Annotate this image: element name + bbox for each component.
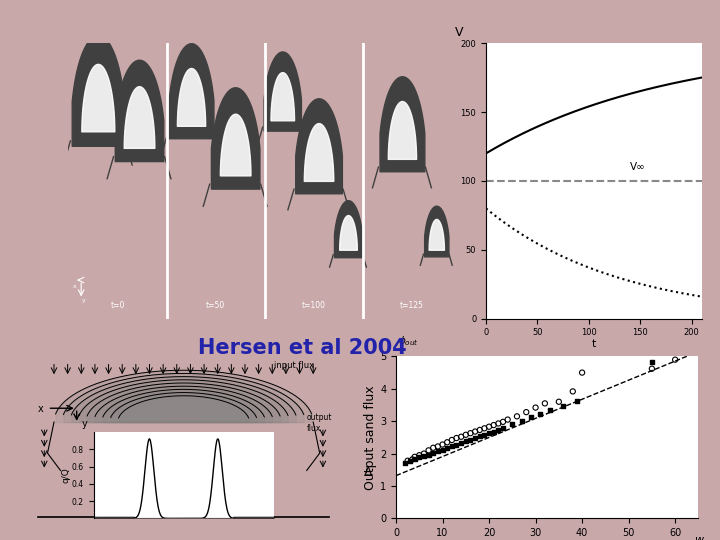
Point [572,397,583,406]
Point [516,416,527,425]
Point [428,449,439,457]
Point [483,422,495,431]
Y-axis label: q/Q: q/Q [61,467,71,483]
Point [567,387,579,396]
Point [492,419,504,428]
Point [530,403,541,412]
Point [539,399,551,408]
Point [432,447,444,455]
Y-axis label: Output sand flux: Output sand flux [364,385,377,490]
Point [455,439,467,448]
Point [451,441,462,449]
Point [460,437,472,445]
Point [404,456,415,465]
Point [413,451,425,460]
Point [464,435,476,444]
Point [474,432,485,441]
Point [418,449,430,458]
Point [498,417,509,426]
Point [418,452,430,461]
Text: w: w [694,535,703,540]
Point [402,456,413,465]
Text: output
flux: output flux [307,413,332,433]
Point [455,433,467,441]
Point [479,430,490,439]
Point [502,415,513,424]
Text: t=100: t=100 [302,301,325,310]
Point [498,424,509,433]
Point [492,426,504,434]
Point [460,430,472,439]
Point [428,443,439,452]
Point [507,420,518,429]
Text: $\Delta$: $\Delta$ [363,465,373,478]
Point [409,453,420,461]
Point [446,436,458,444]
Point [432,442,444,451]
Text: V∞: V∞ [630,162,646,172]
Point [423,446,434,455]
Point [488,427,500,436]
Text: $\phi_{out}$: $\phi_{out}$ [398,334,419,348]
Point [483,429,495,437]
X-axis label: t: t [592,339,596,349]
Text: x: x [72,284,76,289]
Text: V: V [455,26,464,39]
Point [576,368,588,377]
Point [553,397,564,406]
Point [479,424,490,433]
Point [525,413,536,422]
Point [446,442,458,451]
Point [469,427,481,436]
Point [469,434,481,442]
Point [451,434,462,442]
Text: x: x [37,404,43,414]
Point [488,421,500,429]
Point [534,410,546,418]
Point [441,438,453,447]
Point [646,358,657,367]
Point [474,426,485,434]
Point [558,401,570,410]
Point [521,408,532,416]
Point [646,364,657,373]
Point [409,455,420,464]
Text: t=50: t=50 [206,301,225,310]
Text: Hersen et al 2004: Hersen et al 2004 [198,338,407,359]
Point [437,446,449,454]
Text: y: y [82,298,86,303]
Point [400,458,411,467]
Text: y: y [81,419,87,429]
Point [464,429,476,437]
Point [413,453,425,462]
Point [407,455,418,464]
Text: t=0: t=0 [110,301,125,310]
Point [670,355,681,364]
Text: t=125: t=125 [400,301,423,310]
Point [423,450,434,459]
Point [511,412,523,421]
Point [544,406,555,414]
Text: input flux: input flux [274,361,315,370]
Point [441,443,453,452]
Point [437,440,449,449]
